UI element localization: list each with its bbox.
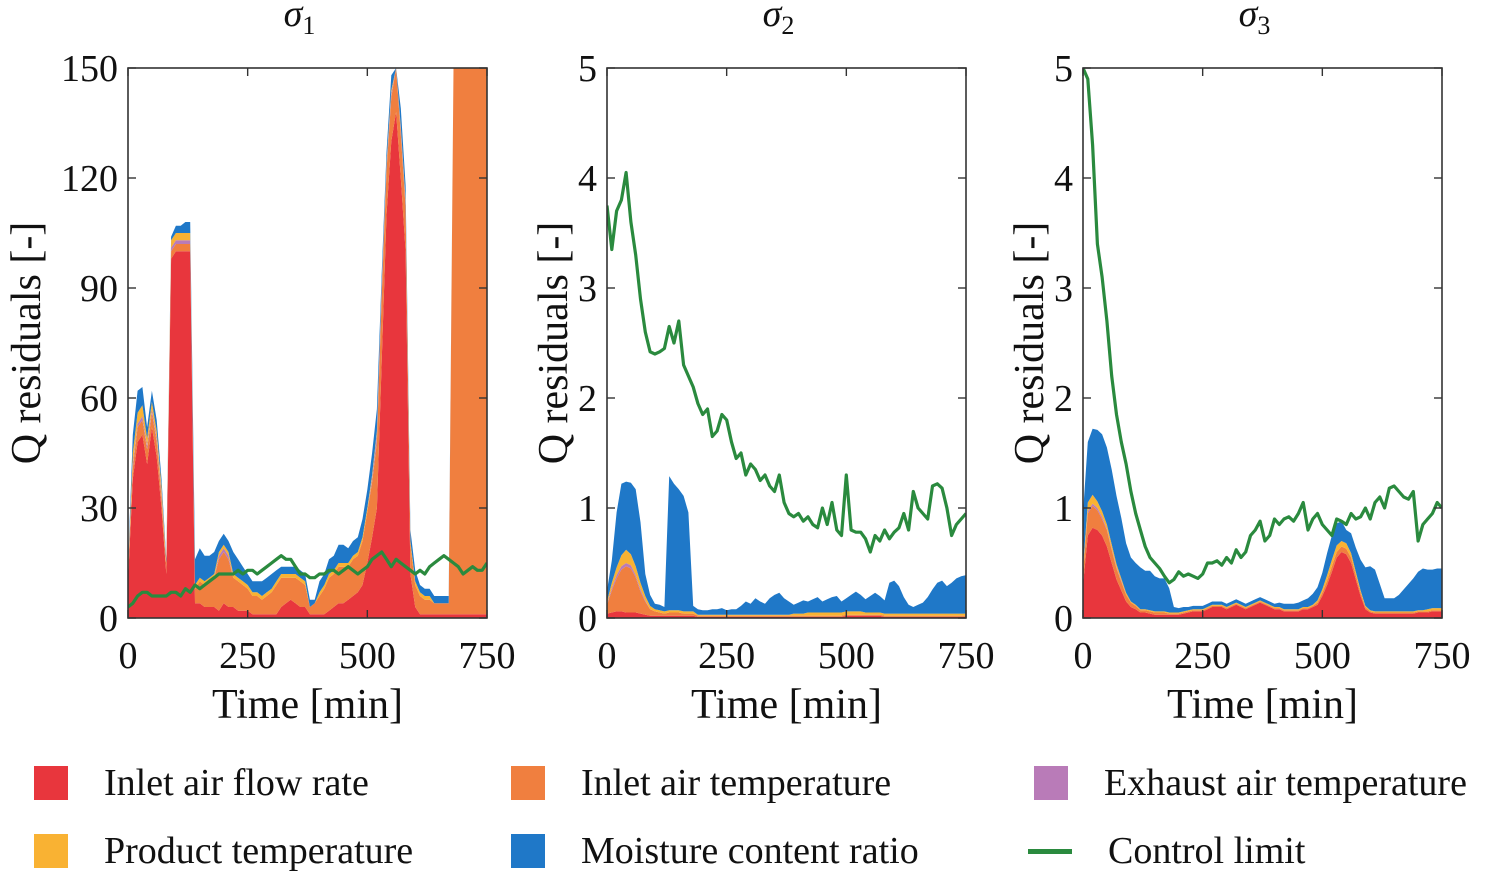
y-tick-label: 150 bbox=[61, 48, 118, 90]
x-tick-label: 250 bbox=[219, 635, 276, 677]
chart-panel-1: 0 250 500 750 0 30 60 90 120 150 Time [min] Q resid… bbox=[4, 0, 516, 728]
y-axis-label: Q residuals [-] bbox=[531, 222, 577, 465]
chart-title: σ1 bbox=[284, 0, 316, 40]
x-tick-label: 750 bbox=[1414, 635, 1471, 677]
chart-title: σ2 bbox=[763, 0, 795, 40]
y-tick-label: 3 bbox=[578, 268, 597, 310]
x-tick-label: 250 bbox=[698, 635, 755, 677]
legend-label: Moisture content ratio bbox=[581, 830, 919, 872]
x-tick-label: 0 bbox=[598, 635, 617, 677]
legend-label: Inlet air temperature bbox=[581, 762, 892, 804]
y-tick-label: 30 bbox=[80, 488, 118, 530]
x-tick-label: 750 bbox=[938, 635, 995, 677]
x-axis-label: Time [min] bbox=[212, 682, 403, 728]
y-tick-label: 3 bbox=[1054, 268, 1073, 310]
x-tick-label: 500 bbox=[818, 635, 875, 677]
area-inlet-air-flow-rate bbox=[1083, 527, 1442, 618]
control-limit-line bbox=[607, 170, 966, 554]
legend-label: Inlet air flow rate bbox=[104, 762, 369, 804]
y-tick-label: 120 bbox=[61, 158, 118, 200]
legend: Inlet air flow rate Inlet air temperature… bbox=[0, 745, 1500, 873]
legend-item: Inlet air flow rate bbox=[34, 762, 369, 804]
chart-title-subscript: 1 bbox=[302, 11, 315, 40]
area-inlet-air-flow-rate bbox=[128, 112, 487, 618]
chart-title-subscript: 3 bbox=[1257, 11, 1270, 40]
legend-color-swatch bbox=[34, 834, 68, 868]
area-moisture-content-ratio bbox=[607, 476, 966, 615]
x-tick-label: 750 bbox=[459, 635, 516, 677]
legend-color-swatch bbox=[511, 766, 545, 800]
y-tick-label: 5 bbox=[578, 48, 597, 90]
y-axis-label: Q residuals [-] bbox=[1007, 222, 1053, 465]
plot-frame bbox=[127, 67, 488, 619]
x-axis-label: Time [min] bbox=[1167, 682, 1358, 728]
x-tick-label: 250 bbox=[1174, 635, 1231, 677]
chart-title: σ3 bbox=[1239, 0, 1271, 40]
area-moisture-content-ratio bbox=[1083, 428, 1442, 613]
y-tick-label: 1 bbox=[578, 488, 597, 530]
legend-label: Exhaust air temperature bbox=[1104, 762, 1467, 804]
legend-label: Control limit bbox=[1108, 830, 1306, 872]
control-limit-line bbox=[1083, 68, 1442, 585]
legend-line-swatch bbox=[1028, 848, 1072, 854]
legend-color-swatch bbox=[511, 834, 545, 868]
y-tick-label: 90 bbox=[80, 268, 118, 310]
area-inlet-air-temperature bbox=[607, 566, 966, 617]
chart-panel-2: 0 250 500 750 0 1 2 3 4 5 Time [min] Q residuals [-… bbox=[531, 0, 995, 728]
legend-color-swatch bbox=[1034, 766, 1068, 800]
y-tick-label: 60 bbox=[80, 378, 118, 420]
control-limit-line bbox=[128, 550, 487, 609]
y-tick-label: 4 bbox=[1054, 158, 1073, 200]
legend-label: Product temperature bbox=[104, 830, 414, 872]
y-tick-label: 0 bbox=[578, 598, 597, 640]
y-tick-label: 2 bbox=[578, 378, 597, 420]
y-axis-label: Q residuals [-] bbox=[4, 222, 50, 465]
legend-item: Moisture content ratio bbox=[511, 830, 919, 872]
plot-frame bbox=[1082, 67, 1443, 619]
legend-item: Product temperature bbox=[34, 830, 414, 872]
x-tick-label: 0 bbox=[119, 635, 138, 677]
area-layers bbox=[607, 476, 966, 618]
x-tick-label: 0 bbox=[1074, 635, 1093, 677]
area-inlet-air-flow-rate bbox=[607, 611, 966, 618]
x-tick-label: 500 bbox=[339, 635, 396, 677]
legend-color-swatch bbox=[34, 766, 68, 800]
x-tick-label: 500 bbox=[1294, 635, 1351, 677]
chart-panel-3: 0 250 500 750 0 1 2 3 4 5 Time [min] Q residuals [-… bbox=[1007, 0, 1471, 728]
y-tick-label: 1 bbox=[1054, 488, 1073, 530]
legend-item: Exhaust air temperature bbox=[1034, 762, 1467, 804]
area-layers bbox=[1083, 428, 1442, 618]
y-tick-label: 0 bbox=[99, 598, 118, 640]
x-axis-label: Time [min] bbox=[691, 682, 882, 728]
y-tick-label: 4 bbox=[578, 158, 597, 200]
legend-item: Control limit bbox=[1028, 830, 1306, 872]
legend-item: Inlet air temperature bbox=[511, 762, 892, 804]
area-layers bbox=[128, 68, 487, 618]
y-tick-label: 0 bbox=[1054, 598, 1073, 640]
chart-title-subscript: 2 bbox=[781, 11, 794, 40]
y-tick-label: 5 bbox=[1054, 48, 1073, 90]
plot-frame bbox=[606, 67, 967, 619]
y-tick-label: 2 bbox=[1054, 378, 1073, 420]
